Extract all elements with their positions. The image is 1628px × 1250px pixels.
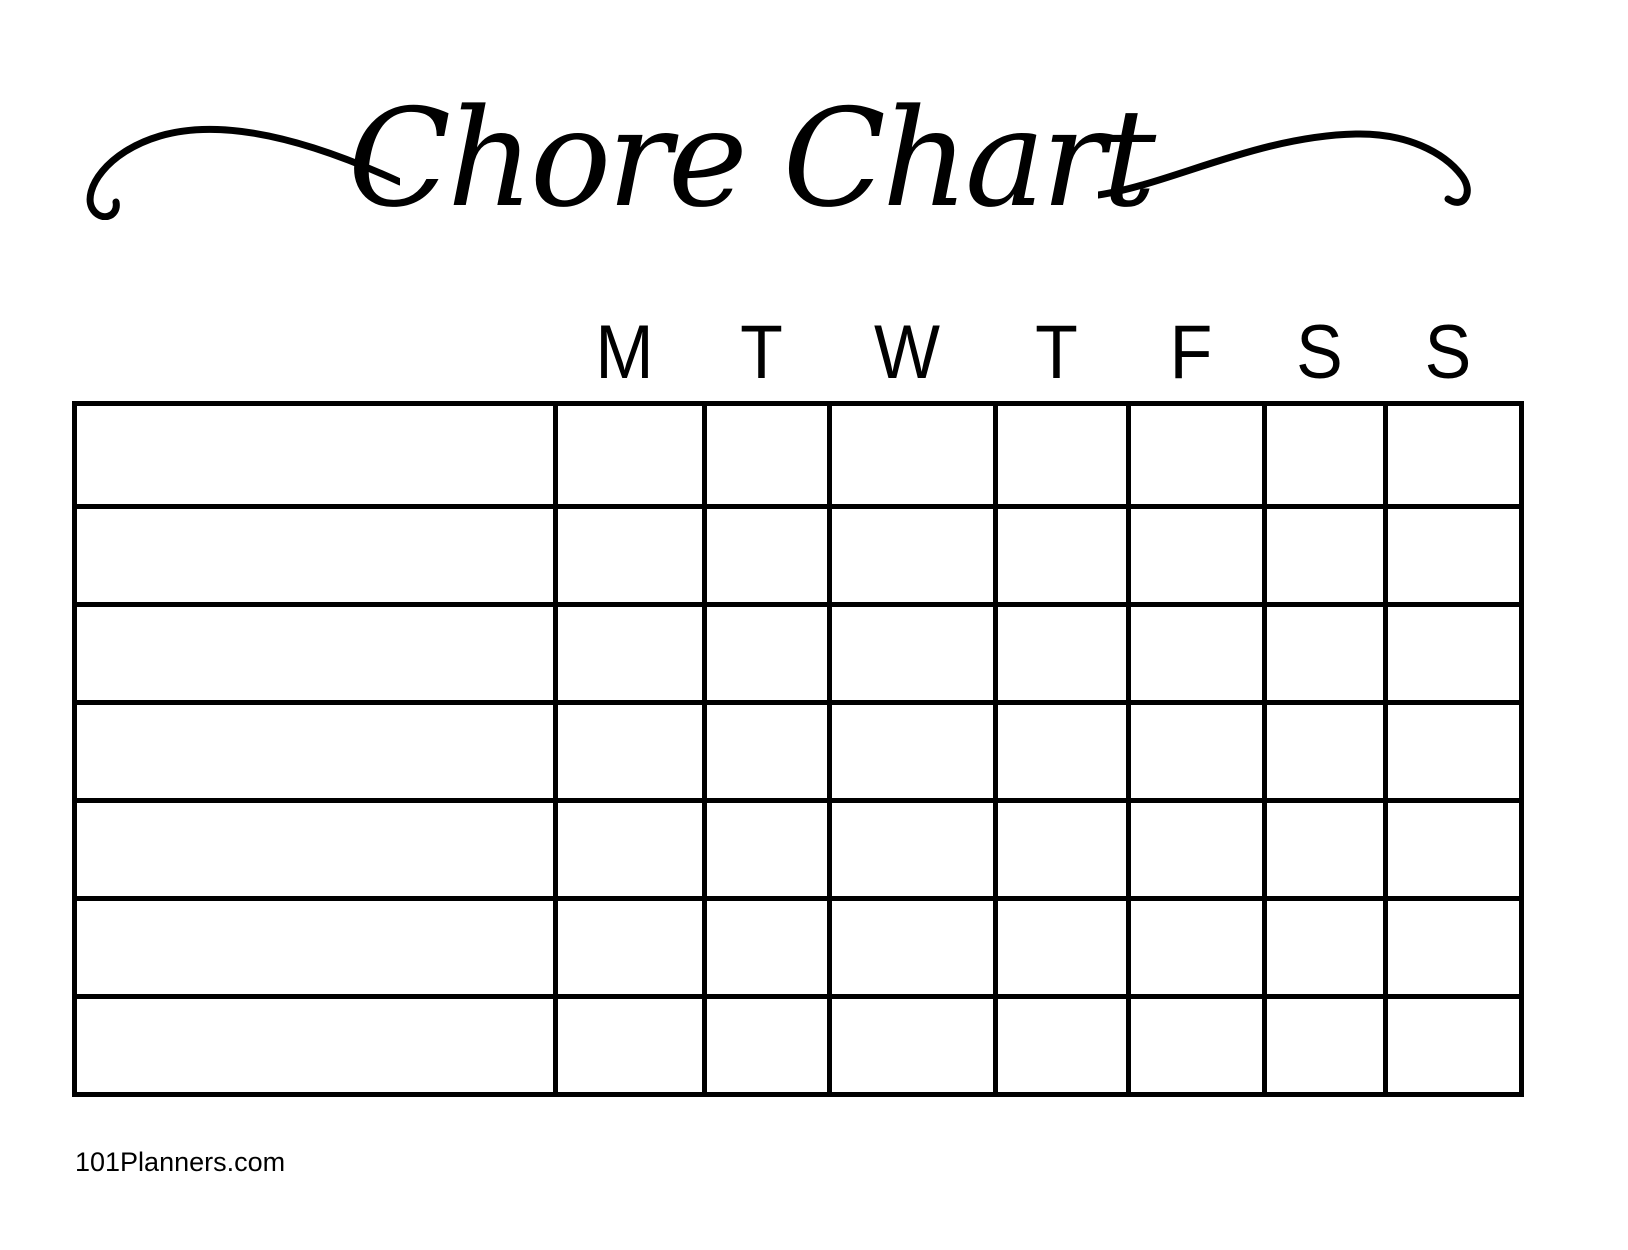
day-cell-r0-c2[interactable] — [827, 406, 993, 504]
day-cell-r2-c0[interactable] — [553, 607, 702, 700]
day-header-2: W — [873, 310, 940, 395]
day-cell-r4-c3[interactable] — [993, 803, 1126, 896]
title-block: Chore Chart — [0, 0, 1628, 300]
day-cell-r6-c3[interactable] — [993, 999, 1126, 1092]
chore-name-cell[interactable] — [77, 705, 553, 798]
chore-name-cell[interactable] — [77, 901, 553, 994]
day-cell-r5-c3[interactable] — [993, 901, 1126, 994]
day-cell-r2-c3[interactable] — [993, 607, 1126, 700]
day-header-0: M — [595, 310, 654, 395]
day-cell-r2-c6[interactable] — [1383, 607, 1519, 700]
day-header-6: S — [1424, 310, 1472, 395]
day-cell-r2-c2[interactable] — [827, 607, 993, 700]
table-row — [77, 700, 1519, 798]
day-cell-r2-c5[interactable] — [1262, 607, 1383, 700]
day-cell-r4-c4[interactable] — [1126, 803, 1262, 896]
day-cell-r1-c1[interactable] — [702, 509, 827, 602]
day-cell-r0-c4[interactable] — [1126, 406, 1262, 504]
day-cell-r6-c5[interactable] — [1262, 999, 1383, 1092]
day-header-5: S — [1296, 310, 1343, 395]
day-cell-r5-c6[interactable] — [1383, 901, 1519, 994]
day-cell-r4-c0[interactable] — [553, 803, 702, 896]
day-cell-r0-c5[interactable] — [1262, 406, 1383, 504]
table-row — [77, 994, 1519, 1092]
day-cell-r3-c2[interactable] — [827, 705, 993, 798]
day-cell-r4-c1[interactable] — [702, 803, 827, 896]
day-cell-r3-c5[interactable] — [1262, 705, 1383, 798]
day-cell-r2-c1[interactable] — [702, 607, 827, 700]
chore-name-cell[interactable] — [77, 607, 553, 700]
day-header-4: F — [1169, 310, 1213, 395]
day-cell-r2-c4[interactable] — [1126, 607, 1262, 700]
day-cell-r4-c5[interactable] — [1262, 803, 1383, 896]
day-cell-r4-c6[interactable] — [1383, 803, 1519, 896]
day-cell-r1-c3[interactable] — [993, 509, 1126, 602]
day-cell-r5-c0[interactable] — [553, 901, 702, 994]
table-row — [77, 504, 1519, 602]
day-cell-r0-c1[interactable] — [702, 406, 827, 504]
day-cell-r0-c6[interactable] — [1383, 406, 1519, 504]
table-row — [77, 602, 1519, 700]
chore-name-cell[interactable] — [77, 803, 553, 896]
day-cell-r3-c1[interactable] — [702, 705, 827, 798]
day-cell-r1-c2[interactable] — [827, 509, 993, 602]
day-cell-r5-c2[interactable] — [827, 901, 993, 994]
day-cell-r0-c3[interactable] — [993, 406, 1126, 504]
day-cell-r6-c6[interactable] — [1383, 999, 1519, 1092]
table-row — [77, 406, 1519, 504]
chore-name-cell[interactable] — [77, 509, 553, 602]
table-row — [77, 798, 1519, 896]
day-cell-r1-c5[interactable] — [1262, 509, 1383, 602]
flourish-left-icon — [78, 118, 400, 220]
footer-credit: 101Planners.com — [75, 1147, 286, 1177]
chore-name-cell[interactable] — [77, 999, 553, 1092]
day-header-3: T — [1035, 310, 1078, 395]
day-cell-r1-c0[interactable] — [553, 509, 702, 602]
day-cell-r3-c3[interactable] — [993, 705, 1126, 798]
day-cell-r3-c6[interactable] — [1383, 705, 1519, 798]
day-cell-r4-c2[interactable] — [827, 803, 993, 896]
day-cell-r1-c4[interactable] — [1126, 509, 1262, 602]
day-cell-r0-c0[interactable] — [553, 406, 702, 504]
day-cell-r6-c0[interactable] — [553, 999, 702, 1092]
day-cell-r3-c0[interactable] — [553, 705, 702, 798]
day-cell-r5-c4[interactable] — [1126, 901, 1262, 994]
day-cell-r6-c1[interactable] — [702, 999, 827, 1092]
page-title: Chore Chart — [347, 80, 1156, 237]
day-cell-r5-c1[interactable] — [702, 901, 827, 994]
day-cell-r6-c4[interactable] — [1126, 999, 1262, 1092]
day-header-1: T — [740, 310, 783, 395]
flourish-right-icon — [1098, 122, 1490, 222]
day-cell-r5-c5[interactable] — [1262, 901, 1383, 994]
day-cell-r3-c4[interactable] — [1126, 705, 1262, 798]
chore-grid — [72, 401, 1524, 1097]
chore-name-cell[interactable] — [77, 406, 553, 504]
day-cell-r1-c6[interactable] — [1383, 509, 1519, 602]
day-cell-r6-c2[interactable] — [827, 999, 993, 1092]
table-row — [77, 896, 1519, 994]
